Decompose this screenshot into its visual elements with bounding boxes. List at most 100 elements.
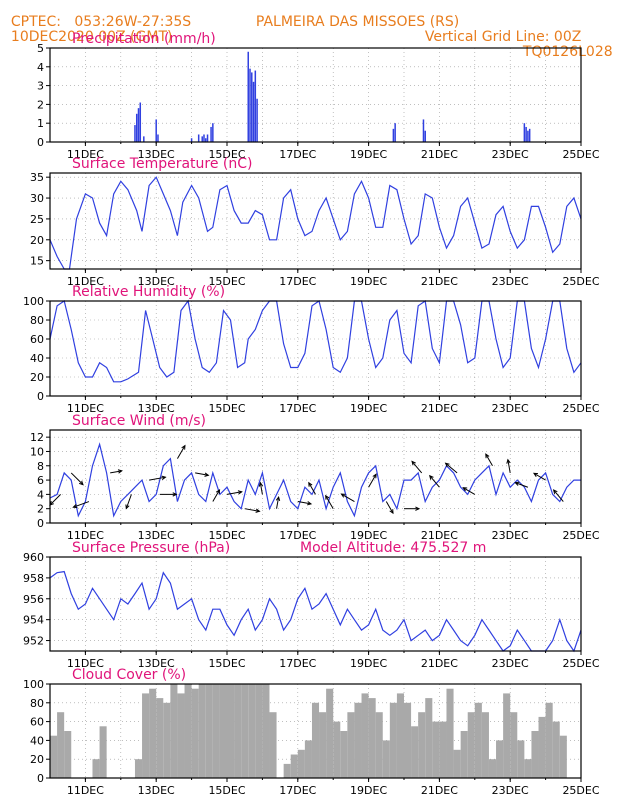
wind-arrow: [429, 475, 440, 488]
wind-arrow-head: [372, 473, 377, 479]
data-bar: [135, 113, 138, 142]
wind-arrow: [308, 482, 316, 495]
x-tick-label: 25DEC: [562, 148, 599, 161]
data-bar: [525, 126, 527, 142]
data-bar: [538, 716, 546, 778]
data-bar: [256, 98, 258, 142]
y-tick-label: 20: [30, 371, 44, 384]
x-tick-label: 25DEC: [562, 402, 599, 415]
y-tick-label: 952: [23, 635, 44, 648]
y-tick-label: 2: [37, 98, 44, 111]
data-bar: [255, 684, 263, 778]
data-bar: [297, 749, 305, 778]
wind-arrow: [73, 501, 90, 508]
y-tick-label: 0: [37, 772, 44, 785]
wind-arrow-head: [181, 444, 186, 450]
wind-arrow-head: [161, 475, 167, 480]
data-bar: [389, 702, 397, 778]
wind-arrow-head: [415, 506, 421, 511]
x-tick-label: 21DEC: [421, 529, 458, 542]
panel-5: 952 954 956 958 960 11DEC 13DEC 15DEC 17DEC 19DEC…: [23, 540, 600, 670]
x-tick-label: 17DEC: [279, 529, 316, 542]
data-bar: [527, 130, 529, 142]
x-tick-label: 17DEC: [279, 275, 316, 288]
plot-frame: [49, 683, 582, 779]
x-tick-label: 25DEC: [562, 657, 599, 670]
wind-arrow-head: [552, 489, 558, 495]
data-bar: [432, 721, 440, 778]
data-bar: [382, 740, 390, 778]
x-tick-label: 15DEC: [208, 657, 245, 670]
panel-6: 0 20 40 60 80 100 11DEC 13DEC 15DEC 17DEC 19DEC 21D…: [23, 667, 600, 797]
data-bar: [191, 688, 199, 778]
data-bar: [64, 731, 72, 778]
x-tick-label: 13DEC: [138, 657, 175, 670]
x-tick-label: 13DEC: [138, 402, 175, 415]
data-bar: [523, 123, 526, 142]
data-bar: [354, 702, 362, 778]
wind-arrow-head: [125, 504, 130, 510]
wind-arrow-head: [340, 493, 346, 498]
panel-title: Relative Humidity (%): [72, 284, 225, 300]
wind-arrow: [259, 482, 263, 495]
data-bar: [203, 134, 205, 142]
data-bar: [57, 712, 65, 778]
y-tick-label: 4: [37, 61, 44, 74]
x-tick-label: 25DEC: [562, 784, 599, 797]
x-tick-label: 25DEC: [562, 529, 599, 542]
plot-frame: [49, 47, 582, 143]
data-bar: [247, 51, 249, 143]
y-tick-label: 100: [23, 295, 44, 308]
series-line: [49, 570, 582, 653]
data-bar: [92, 759, 100, 778]
panel-3: 0 20 40 60 80 100 11DEC 13DEC 15DEC 17DEC 19DEC 21D…: [23, 284, 600, 415]
wind-arrow-head: [462, 487, 468, 492]
y-tick-label: 100: [23, 678, 44, 691]
data-bar: [503, 693, 511, 778]
wind-arrow-head: [389, 509, 394, 515]
y-tick-label: 954: [23, 614, 44, 627]
x-tick-label: 11DEC: [67, 529, 104, 542]
wind-arrow: [411, 461, 423, 474]
data-bar: [333, 721, 341, 778]
y-tick-label: 956: [23, 593, 44, 606]
x-tick-label: 23DEC: [492, 275, 529, 288]
data-bar: [254, 70, 257, 142]
y-tick-label: 8: [37, 460, 44, 473]
y-tick-label: 30: [30, 192, 44, 205]
data-bar: [396, 693, 404, 778]
wind-arrow-head: [485, 453, 490, 459]
y-tick-label: 0: [37, 390, 44, 403]
wind-arrow: [177, 445, 186, 459]
wind-arrow: [149, 476, 166, 481]
wind-arrow-head: [514, 481, 520, 486]
data-bar: [206, 134, 209, 142]
wind-arrow: [325, 495, 334, 509]
data-bar: [283, 763, 291, 778]
data-bar: [252, 81, 255, 142]
data-bar: [234, 684, 242, 778]
data-bar: [510, 712, 518, 778]
wind-arrow: [49, 494, 61, 506]
x-tick-label: 11DEC: [67, 275, 104, 288]
x-tick-label: 23DEC: [492, 402, 529, 415]
x-tick-label: 17DEC: [279, 402, 316, 415]
x-tick-label: 19DEC: [350, 784, 387, 797]
y-tick-label: 12: [30, 431, 44, 444]
wind-arrow: [244, 508, 260, 512]
wind-arrow-head: [258, 481, 264, 487]
data-bar: [394, 123, 396, 142]
data-bar: [198, 684, 206, 778]
y-tick-label: 4: [37, 488, 44, 501]
wind-arrow: [515, 482, 529, 488]
x-tick-label: 13DEC: [138, 529, 175, 542]
x-tick-label: 21DEC: [421, 275, 458, 288]
data-bar: [424, 130, 426, 142]
init-time: 10DEC2020 00Z (GMT): [10, 29, 173, 45]
wind-arrow-head: [307, 501, 313, 506]
wind-arrow: [553, 489, 564, 502]
wind-arrow-head: [72, 504, 78, 509]
x-tick-label: 17DEC: [279, 657, 316, 670]
x-tick-label: 13DEC: [138, 784, 175, 797]
wind-arrow-head: [325, 494, 330, 500]
